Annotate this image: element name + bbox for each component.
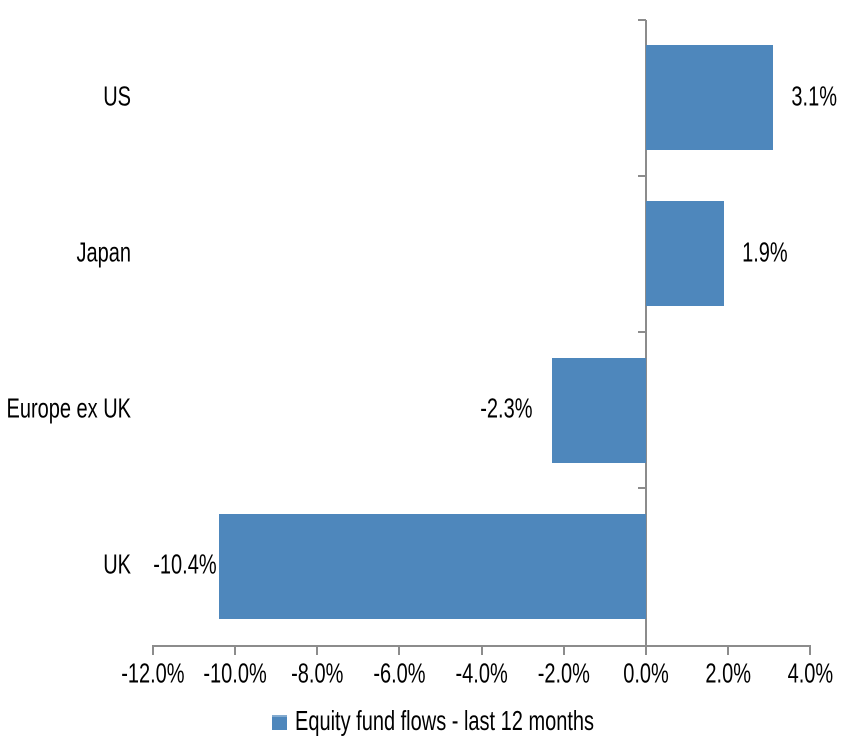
y-tick bbox=[638, 331, 647, 333]
bar-value-label: -10.4% bbox=[153, 550, 217, 581]
category-label: US bbox=[103, 81, 131, 113]
bar bbox=[646, 45, 774, 151]
x-tick bbox=[562, 644, 565, 655]
x-tick bbox=[809, 644, 812, 655]
x-tick bbox=[727, 644, 730, 655]
bar-value-label: -2.3% bbox=[480, 394, 533, 425]
bar bbox=[551, 357, 647, 463]
x-tick-label: 2.0% bbox=[705, 659, 751, 690]
x-tick bbox=[151, 644, 154, 655]
bar-value-label: 1.9% bbox=[742, 238, 788, 269]
x-tick bbox=[645, 644, 648, 655]
category-label: Japan bbox=[76, 238, 132, 269]
bar-value-label: 3.1% bbox=[791, 81, 837, 113]
x-tick bbox=[480, 644, 483, 655]
legend-marker-swatch bbox=[272, 714, 287, 730]
x-tick-label: -10.0% bbox=[203, 659, 267, 690]
category-label: Europe ex UK bbox=[6, 394, 131, 425]
y-tick bbox=[638, 487, 647, 490]
x-tick-label: 4.0% bbox=[787, 659, 834, 690]
y-axis-line bbox=[645, 19, 648, 647]
x-tick-label: -4.0% bbox=[455, 659, 508, 690]
bar bbox=[218, 513, 647, 619]
x-tick-label: -2.0% bbox=[537, 659, 590, 690]
bar bbox=[646, 201, 725, 307]
legend: Equity fund flows - last 12 months bbox=[272, 706, 595, 737]
x-tick-label: -6.0% bbox=[373, 659, 426, 690]
y-tick bbox=[638, 174, 647, 177]
x-tick-label: 0.0% bbox=[623, 659, 669, 690]
category-label: UK bbox=[103, 550, 131, 581]
x-tick bbox=[316, 644, 319, 655]
x-tick-label: -8.0% bbox=[291, 659, 344, 690]
x-tick bbox=[398, 644, 401, 655]
y-tick bbox=[638, 18, 647, 21]
x-tick-label: -12.0% bbox=[121, 659, 185, 690]
x-tick bbox=[234, 644, 237, 655]
legend-label: Equity fund flows - last 12 months bbox=[295, 706, 595, 737]
